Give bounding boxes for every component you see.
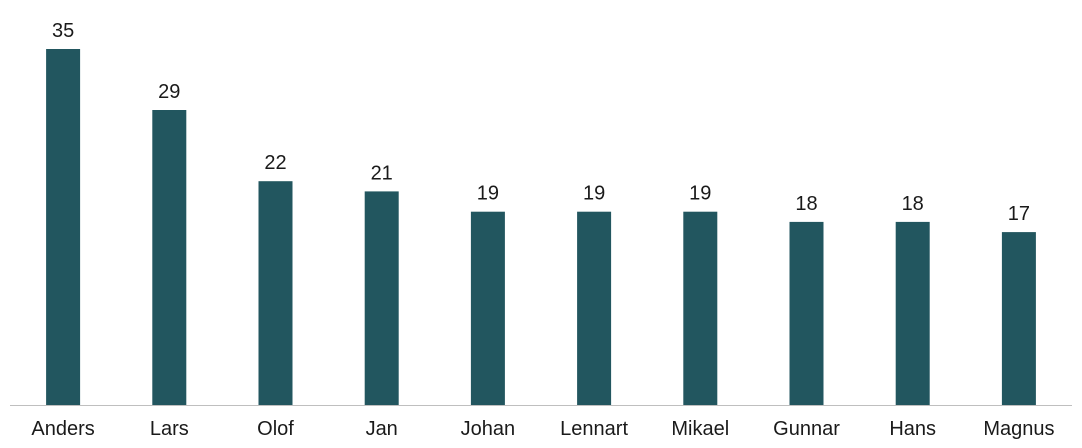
bar-jan bbox=[364, 191, 399, 405]
x-tick-label-jan: Jan bbox=[366, 418, 398, 440]
data-label-gunnar: 18 bbox=[795, 193, 817, 215]
x-tick-label-johan: Johan bbox=[461, 418, 516, 440]
bar-olof bbox=[258, 181, 293, 405]
data-label-anders: 35 bbox=[52, 20, 74, 42]
x-tick-label-lars: Lars bbox=[150, 418, 189, 440]
x-tick-label-magnus: Magnus bbox=[983, 418, 1054, 440]
data-label-magnus: 17 bbox=[1008, 203, 1030, 225]
bar-anders bbox=[46, 49, 81, 405]
x-tick-label-hans: Hans bbox=[889, 418, 936, 440]
x-tick-label-anders: Anders bbox=[31, 418, 94, 440]
x-tick-labels-layer: Anders Lars Olof Jan Johan Lennart Mikael Gunna… bbox=[31, 418, 1054, 440]
data-label-jan: 21 bbox=[371, 162, 393, 184]
x-tick-label-gunnar: Gunnar bbox=[773, 418, 840, 440]
bar-gunnar bbox=[789, 221, 824, 405]
bar-lennart bbox=[577, 211, 612, 405]
x-tick-label-olof: Olof bbox=[257, 418, 294, 440]
data-labels-layer: 35 29 22 21 19 19 19 18 18 17 bbox=[52, 20, 1030, 225]
data-label-hans: 18 bbox=[902, 193, 924, 215]
data-label-lars: 29 bbox=[158, 81, 180, 103]
data-label-olof: 22 bbox=[264, 152, 286, 174]
data-label-lennart: 19 bbox=[583, 183, 605, 205]
bar-hans bbox=[895, 221, 930, 405]
x-tick-label-lennart: Lennart bbox=[560, 418, 628, 440]
bars-layer bbox=[46, 49, 1036, 405]
data-label-johan: 19 bbox=[477, 183, 499, 205]
data-label-mikael: 19 bbox=[689, 183, 711, 205]
bar-johan bbox=[470, 211, 505, 405]
bar-magnus bbox=[1001, 232, 1036, 405]
bar-mikael bbox=[683, 211, 718, 405]
bar-lars bbox=[152, 110, 187, 405]
x-tick-label-mikael: Mikael bbox=[671, 418, 729, 440]
